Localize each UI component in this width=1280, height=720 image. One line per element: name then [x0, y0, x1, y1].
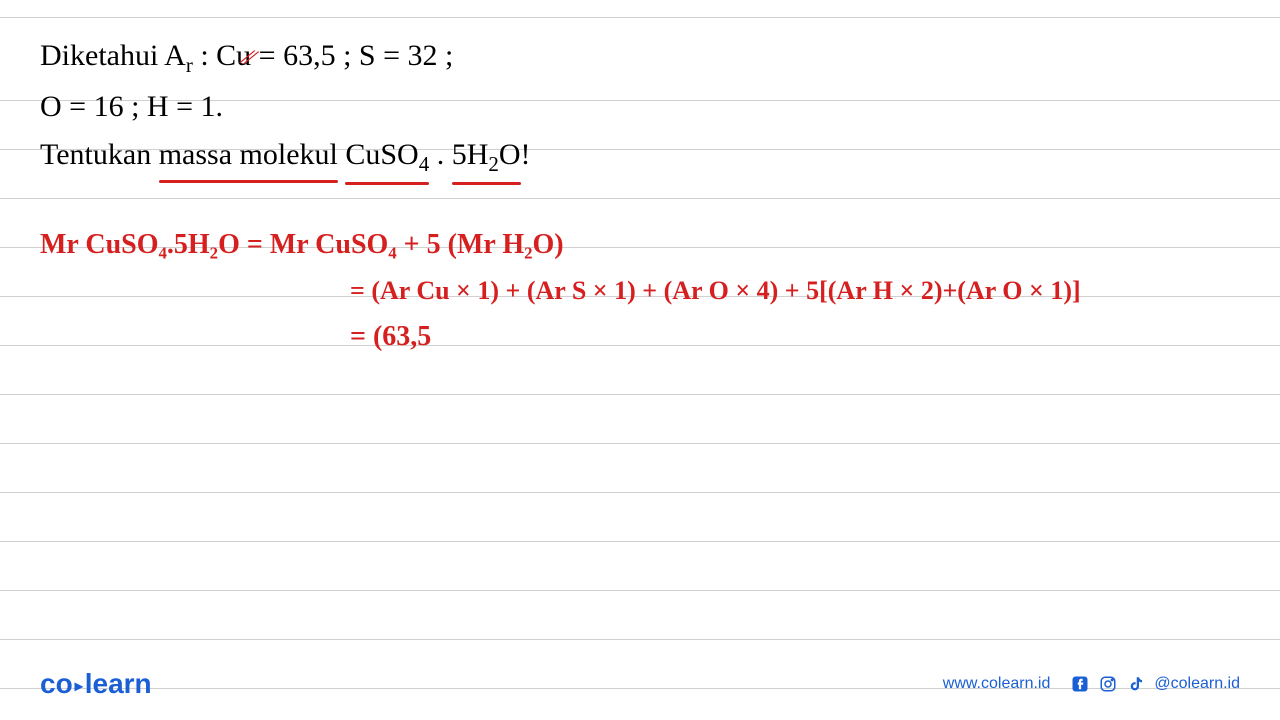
facebook-icon: [1070, 674, 1090, 694]
website-url: www.colearn.id: [943, 675, 1051, 693]
q3-u1: massa molekul: [159, 138, 338, 171]
q3-u3b: O: [499, 138, 521, 171]
q1-subscript-r: r: [186, 53, 193, 77]
underline-5h2o: 5H2O: [452, 131, 521, 182]
question-line-3: Tentukan massa molekul CuSO4 . 5H2O!: [40, 131, 1240, 182]
content-area: Diketahui Ar : Cu = 63,5 ; S = 32 ; O = …: [0, 0, 1280, 393]
q3-space1: [338, 138, 346, 171]
q3-u3a: 5H: [452, 138, 489, 171]
brand-logo: co▸learn: [40, 668, 152, 700]
hw-line-2: = (Ar Cu × 1) + (Ar S × 1) + (Ar O × 4) …: [40, 269, 1240, 313]
underline-massa-molekul: massa molekul: [159, 131, 338, 179]
q1-text-1: Diketahui A: [40, 39, 186, 72]
question-block: Diketahui Ar : Cu = 63,5 ; S = 32 ; O = …: [40, 32, 1240, 181]
q3-sub2: 4: [419, 152, 430, 176]
question-line-2: O = 16 ; H = 1. ⁄⁄: [40, 83, 1240, 131]
q2-text: O = 16 ; H = 1.: [40, 90, 223, 123]
q3-text-1: Tentukan: [40, 138, 159, 171]
tiktok-icon: [1126, 674, 1146, 694]
logo-learn: learn: [85, 668, 152, 699]
q1-text-2: : Cu = 63,5 ; S = 32 ;: [193, 39, 454, 72]
hw-line-3: = (63,5: [40, 313, 1240, 361]
social-icons: @colearn.id: [1070, 674, 1240, 694]
logo-co: co: [40, 668, 73, 699]
social-handle: @colearn.id: [1154, 675, 1240, 693]
question-line-1: Diketahui Ar : Cu = 63,5 ; S = 32 ;: [40, 32, 1240, 83]
footer-right: www.colearn.id @colearn.id: [943, 674, 1240, 694]
q3-u2: CuSO: [345, 138, 418, 171]
q3-end: !: [521, 138, 531, 171]
instagram-icon: [1098, 674, 1118, 694]
logo-separator: ▸: [75, 678, 83, 695]
q3-sub3: 2: [488, 152, 499, 176]
q3-part2: .: [429, 138, 452, 171]
footer: co▸learn www.colearn.id @colearn.id: [0, 668, 1280, 700]
handwritten-solution: Mr CuSO₄.5H₂O = Mr CuSO₄ + 5 (Mr H₂O) = …: [40, 221, 1240, 360]
underline-cuso4: CuSO4: [345, 131, 429, 182]
hw-line-1: Mr CuSO₄.5H₂O = Mr CuSO₄ + 5 (Mr H₂O): [40, 221, 1240, 269]
